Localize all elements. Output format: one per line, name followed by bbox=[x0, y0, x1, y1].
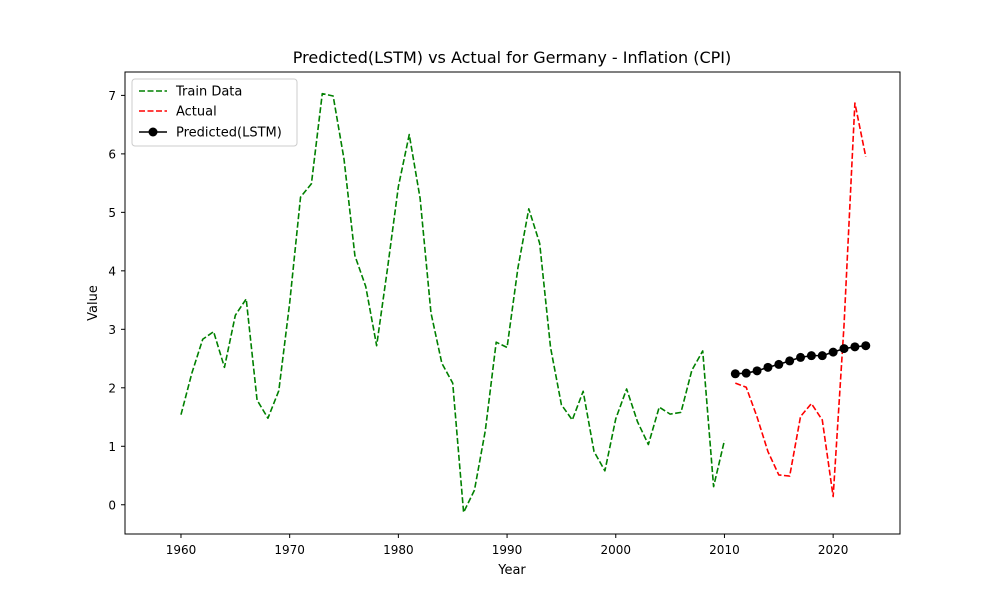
data-point-predicted-lstm bbox=[741, 368, 751, 378]
x-tick-label: 1960 bbox=[166, 543, 197, 557]
y-tick-label: 4 bbox=[108, 264, 116, 278]
data-point-predicted-lstm bbox=[828, 347, 838, 357]
data-point-predicted-lstm bbox=[763, 362, 773, 372]
x-tick-label: 1980 bbox=[383, 543, 414, 557]
legend: Train Data Actual Predicted(LSTM) bbox=[131, 78, 298, 147]
data-point-predicted-lstm bbox=[774, 359, 784, 369]
data-point-predicted-lstm bbox=[850, 342, 860, 352]
y-tick-label: 7 bbox=[108, 89, 116, 103]
y-tick-label: 2 bbox=[108, 381, 116, 395]
chart-title: Predicted(LSTM) vs Actual for Germany - … bbox=[293, 48, 732, 67]
data-point-predicted-lstm bbox=[752, 366, 762, 376]
data-point-predicted-lstm bbox=[817, 351, 827, 361]
plot-frame bbox=[124, 71, 901, 535]
data-point-predicted-lstm bbox=[839, 344, 849, 354]
y-axis-label: Value bbox=[86, 285, 101, 321]
data-point-predicted-lstm bbox=[796, 352, 806, 362]
data-point-predicted-lstm bbox=[806, 351, 816, 361]
x-tick-label: 1970 bbox=[274, 543, 305, 557]
y-tick-label: 0 bbox=[108, 498, 116, 512]
data-point-predicted-lstm bbox=[785, 356, 795, 366]
series-line-train-data bbox=[180, 92, 726, 514]
x-tick-label: 1990 bbox=[492, 543, 523, 557]
series-line-actual bbox=[735, 102, 867, 498]
legend-box bbox=[131, 78, 298, 147]
y-tick-label: 3 bbox=[108, 323, 116, 337]
y-tick-label: 6 bbox=[108, 147, 116, 161]
data-point-predicted-lstm bbox=[730, 369, 740, 379]
legend-label-actual: Actual bbox=[176, 105, 217, 120]
plot-area bbox=[180, 92, 871, 514]
legend-label-predicted: Predicted(LSTM) bbox=[176, 126, 282, 141]
legend-label-train: Train Data bbox=[175, 85, 242, 100]
x-axis-label: Year bbox=[497, 563, 526, 578]
x-tick-label: 2020 bbox=[818, 543, 849, 557]
y-tick-label: 5 bbox=[108, 206, 116, 220]
data-point-predicted-lstm bbox=[861, 341, 871, 351]
x-tick-label: 2010 bbox=[709, 543, 740, 557]
y-tick-label: 1 bbox=[108, 440, 116, 454]
legend-marker-predicted bbox=[148, 127, 158, 137]
x-tick-label: 2000 bbox=[600, 543, 631, 557]
